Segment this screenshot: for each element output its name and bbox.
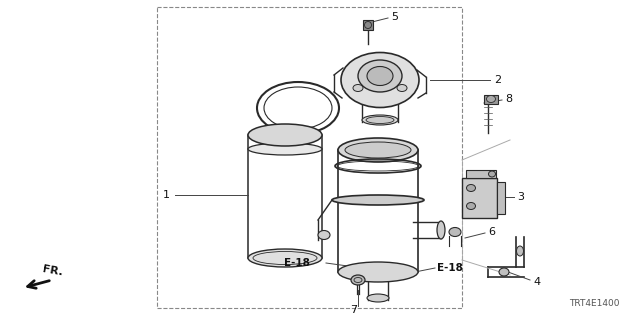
Text: 1: 1 — [163, 190, 170, 200]
Ellipse shape — [397, 84, 407, 92]
Ellipse shape — [467, 185, 476, 191]
Ellipse shape — [367, 294, 389, 302]
Text: E-18: E-18 — [437, 263, 463, 273]
Bar — [466, 170, 496, 178]
Ellipse shape — [367, 67, 393, 85]
Ellipse shape — [338, 262, 418, 282]
Bar — [497, 182, 505, 214]
Ellipse shape — [332, 195, 424, 205]
Bar — [462, 178, 497, 218]
Bar — [157, 7, 462, 308]
Ellipse shape — [345, 142, 411, 158]
Ellipse shape — [338, 138, 418, 162]
Ellipse shape — [449, 228, 461, 236]
Ellipse shape — [437, 221, 445, 239]
Ellipse shape — [257, 82, 339, 134]
Text: FR.: FR. — [42, 265, 64, 278]
Text: 6: 6 — [488, 227, 495, 237]
Text: 5: 5 — [391, 12, 398, 22]
Text: TRT4E1400: TRT4E1400 — [570, 299, 620, 308]
Ellipse shape — [366, 116, 394, 124]
Text: 3: 3 — [517, 192, 524, 202]
Ellipse shape — [248, 124, 322, 146]
Text: 2: 2 — [494, 75, 501, 85]
Text: 4: 4 — [533, 277, 540, 287]
Ellipse shape — [499, 268, 509, 276]
Ellipse shape — [351, 275, 365, 285]
Ellipse shape — [353, 84, 363, 92]
Text: 8: 8 — [505, 94, 512, 104]
Ellipse shape — [248, 143, 322, 155]
Ellipse shape — [516, 246, 524, 256]
Ellipse shape — [248, 249, 322, 267]
Text: E-18: E-18 — [284, 258, 310, 268]
Ellipse shape — [341, 52, 419, 108]
Ellipse shape — [488, 171, 495, 177]
Ellipse shape — [358, 60, 402, 92]
Text: 7: 7 — [351, 305, 358, 315]
Bar — [363, 20, 373, 30]
Ellipse shape — [318, 230, 330, 239]
Ellipse shape — [467, 203, 476, 210]
Ellipse shape — [486, 95, 495, 102]
Ellipse shape — [362, 115, 398, 125]
Bar — [484, 95, 498, 104]
